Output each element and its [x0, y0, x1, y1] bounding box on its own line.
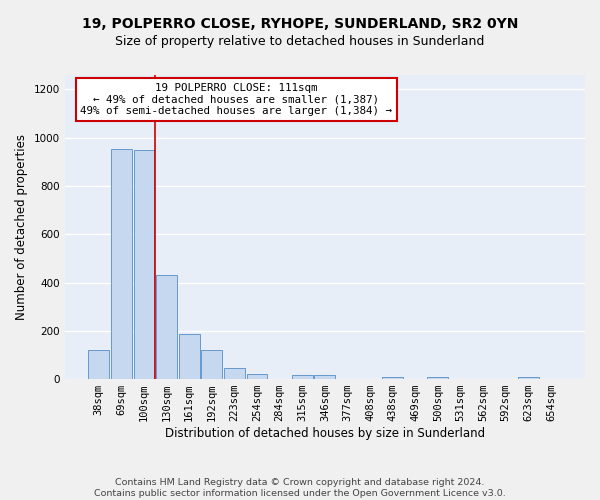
Bar: [111, 148, 132, 379]
Text: Contains HM Land Registry data © Crown copyright and database right 2024.
Contai: Contains HM Land Registry data © Crown c…: [94, 478, 506, 498]
Bar: [202, 350, 222, 379]
Bar: [518, 377, 539, 379]
Bar: [382, 376, 403, 379]
Bar: [156, 276, 177, 379]
Bar: [88, 350, 109, 379]
X-axis label: Distribution of detached houses by size in Sunderland: Distribution of detached houses by size …: [165, 427, 485, 440]
Bar: [314, 374, 335, 379]
Text: 19, POLPERRO CLOSE, RYHOPE, SUNDERLAND, SR2 0YN: 19, POLPERRO CLOSE, RYHOPE, SUNDERLAND, …: [82, 18, 518, 32]
Text: Size of property relative to detached houses in Sunderland: Size of property relative to detached ho…: [115, 35, 485, 48]
Bar: [179, 334, 200, 379]
Bar: [224, 368, 245, 379]
Bar: [427, 376, 448, 379]
Text: 19 POLPERRO CLOSE: 111sqm
← 49% of detached houses are smaller (1,387)
49% of se: 19 POLPERRO CLOSE: 111sqm ← 49% of detac…: [80, 82, 392, 116]
Bar: [247, 374, 268, 379]
Bar: [134, 150, 154, 379]
Bar: [292, 374, 313, 379]
Y-axis label: Number of detached properties: Number of detached properties: [15, 134, 28, 320]
